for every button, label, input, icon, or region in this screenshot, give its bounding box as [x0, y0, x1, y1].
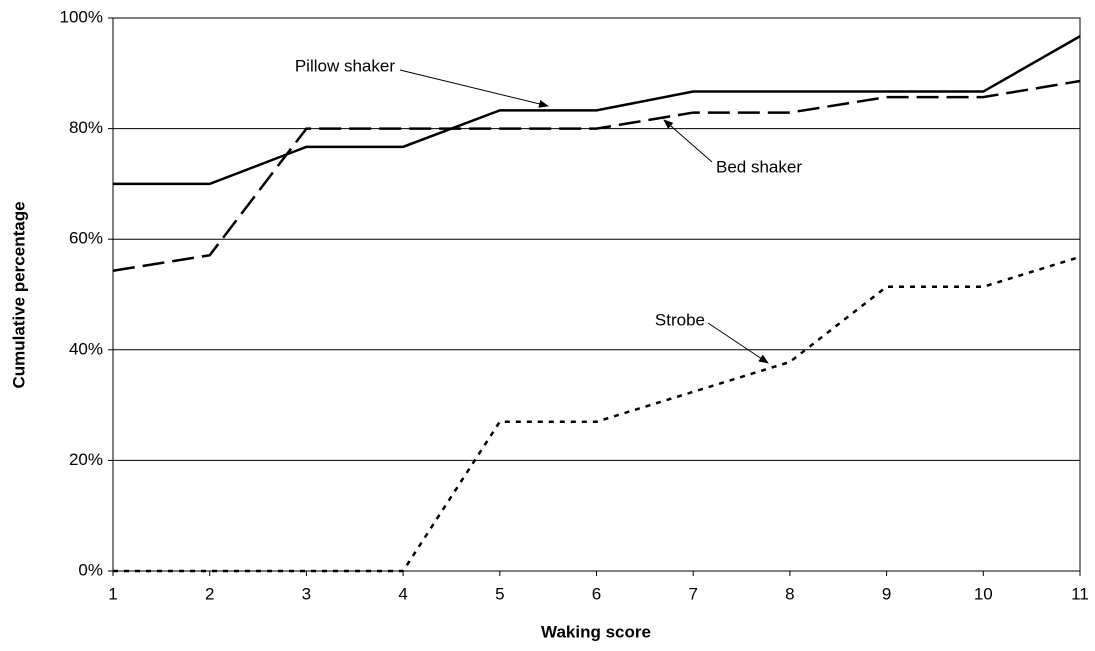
series-label: Strobe	[655, 310, 705, 329]
x-tick-label: 5	[495, 584, 504, 603]
x-tick-label: 6	[592, 584, 601, 603]
x-tick-label: 2	[205, 584, 214, 603]
x-tick-label: 7	[688, 584, 697, 603]
y-tick-label: 80%	[69, 118, 103, 137]
y-tick-label: 60%	[69, 229, 103, 248]
y-tick-label: 40%	[69, 339, 103, 358]
label-arrow	[707, 322, 769, 364]
y-tick-label: 100%	[60, 7, 103, 26]
x-axis-label: Waking score	[541, 622, 651, 641]
label-arrow	[663, 119, 713, 163]
series-line	[112, 79, 1081, 272]
x-tick-label: 11	[1071, 584, 1089, 603]
series-label: Bed shaker	[716, 157, 802, 176]
series-line	[113, 35, 1081, 186]
series-label: Pillow shaker	[295, 56, 395, 75]
x-tick-label: 8	[785, 584, 794, 603]
y-tick-label: 0%	[78, 560, 103, 579]
series-line	[113, 255, 1081, 573]
x-tick-label: 1	[108, 584, 117, 603]
x-tick-label: 4	[398, 584, 407, 603]
x-tick-label: 3	[302, 584, 311, 603]
y-tick-label: 20%	[69, 450, 103, 469]
label-arrow	[399, 69, 549, 108]
plot-frame	[112, 17, 1081, 572]
x-tick-label: 9	[882, 584, 891, 603]
y-axis-label: Cumulative percentage	[9, 201, 28, 388]
x-tick-label: 10	[974, 584, 993, 603]
